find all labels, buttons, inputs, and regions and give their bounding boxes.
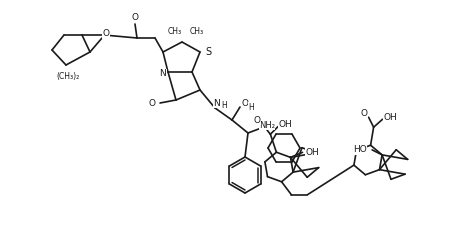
Text: O: O: [131, 13, 138, 23]
Text: O: O: [148, 98, 156, 108]
Text: NH₂: NH₂: [259, 120, 275, 130]
Text: HO: HO: [353, 145, 367, 154]
Text: S: S: [205, 47, 211, 57]
Text: O: O: [360, 109, 367, 118]
Text: OH: OH: [306, 148, 319, 157]
Text: O: O: [254, 116, 261, 125]
Text: CH₃: CH₃: [168, 28, 182, 36]
Text: OH: OH: [384, 113, 398, 122]
Text: H: H: [221, 101, 227, 109]
Text: CH₃: CH₃: [190, 28, 204, 36]
Text: O: O: [102, 30, 110, 38]
Text: H: H: [248, 102, 254, 112]
Text: (CH₃)₂: (CH₃)₂: [56, 72, 80, 82]
Text: N: N: [214, 98, 220, 108]
Text: O: O: [242, 100, 248, 108]
Text: OH: OH: [278, 120, 292, 129]
Text: N: N: [160, 70, 167, 78]
